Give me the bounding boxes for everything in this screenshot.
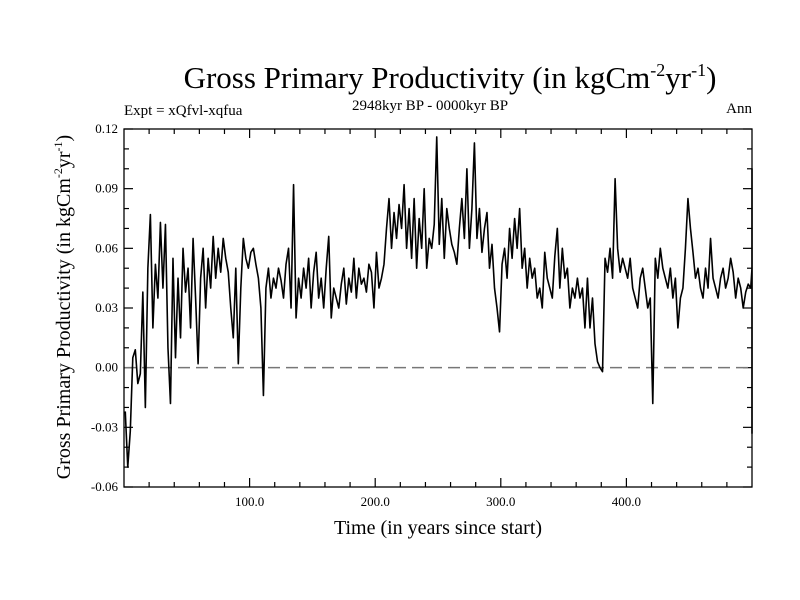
x-tick-label: 200.0 [361,494,390,509]
y-tick-label: 0.06 [95,240,118,255]
chart-title: Gross Primary Productivity (in kgCm-2yr-… [184,60,717,95]
y-axis-label-end: ) [53,135,75,142]
chart-title-main: Gross Primary Productivity (in kgCm [184,60,651,95]
season-label: Ann [726,101,752,117]
plot-frame [123,128,753,488]
tick-labels: -0.06 -0.03 0.00 0.03 0.06 0.09 0.12 100.0 200.0… [91,121,641,509]
chart-title-mid: yr [665,60,692,95]
series-line-gpp [124,136,753,468]
y-tick-label: 0.09 [95,181,118,196]
y-tick-label: -0.06 [91,479,119,494]
y-tick-label: -0.03 [91,419,118,434]
expt-label: Expt = xQfvl-xqfua [124,103,243,119]
y-tick-label: 0.00 [95,360,118,375]
x-tick-label: 300.0 [486,494,515,509]
x-axis-label: Time (in years since start) [334,517,542,539]
y-tick-label: 0.12 [95,121,118,136]
y-axis-label-sup2: -1 [51,141,65,151]
y-axis-label-sup1: -2 [51,168,65,178]
y-axis-label: Gross Primary Productivity (in kgCm-2yr-… [51,135,75,479]
y-axis-label-main: Gross Primary Productivity (in kgCm [53,178,75,480]
chart-title-end: ) [706,60,716,95]
x-tick-label: 400.0 [612,494,641,509]
y-tick-label: 0.03 [95,300,118,315]
chart-title-sup2: -1 [691,60,706,80]
x-tick-label: 100.0 [235,494,264,509]
chart-subtitle: 2948kyr BP - 0000kyr BP [352,98,508,114]
chart-title-sup1: -2 [650,60,665,80]
y-axis-label-mid: yr [53,151,75,168]
